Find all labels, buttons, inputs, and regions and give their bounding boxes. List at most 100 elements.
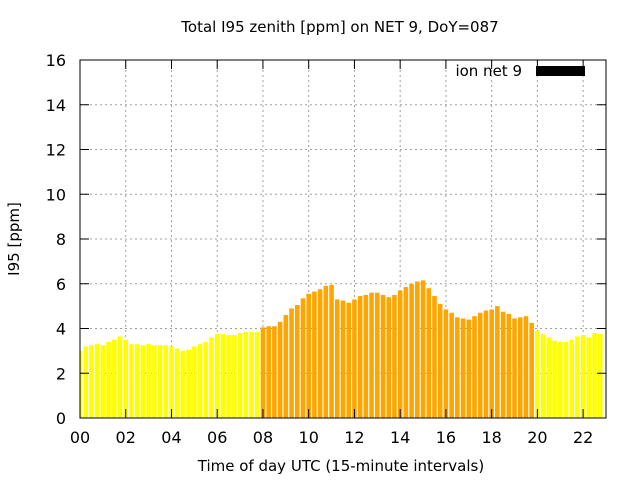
bar bbox=[312, 291, 317, 418]
bar bbox=[415, 281, 420, 418]
bar bbox=[426, 288, 432, 418]
bar bbox=[512, 318, 517, 418]
bar bbox=[106, 341, 111, 418]
bar bbox=[369, 292, 374, 418]
bar bbox=[392, 294, 397, 418]
y-tick-labels: 0 2 4 6 8 10 12 14 16 bbox=[46, 51, 66, 428]
bar bbox=[174, 348, 180, 418]
x-tick-label: 02 bbox=[116, 428, 136, 447]
bar bbox=[552, 340, 557, 418]
bar bbox=[226, 335, 231, 418]
bar bbox=[197, 344, 203, 418]
y-tick-label: 14 bbox=[46, 96, 66, 115]
bar bbox=[506, 313, 512, 418]
bar bbox=[220, 334, 226, 418]
bar bbox=[352, 299, 357, 418]
bar bbox=[437, 303, 443, 418]
bar bbox=[500, 311, 506, 418]
bar bbox=[243, 331, 249, 418]
bar bbox=[489, 309, 494, 418]
bar bbox=[134, 344, 140, 418]
bar bbox=[357, 296, 363, 418]
x-tick-label: 06 bbox=[207, 428, 227, 447]
bar bbox=[283, 315, 289, 418]
y-tick-label: 8 bbox=[56, 230, 66, 249]
bar bbox=[535, 330, 540, 418]
bar bbox=[575, 336, 580, 418]
x-tick-label: 12 bbox=[344, 428, 364, 447]
y-tick-label: 0 bbox=[56, 409, 66, 428]
bar bbox=[409, 283, 414, 418]
legend-swatch bbox=[536, 66, 585, 76]
x-tick-label: 08 bbox=[253, 428, 273, 447]
bar bbox=[203, 341, 209, 418]
bar bbox=[80, 350, 83, 418]
y-tick-label: 16 bbox=[46, 51, 66, 70]
bar bbox=[249, 331, 254, 418]
bar bbox=[157, 345, 163, 418]
x-tick-label: 18 bbox=[481, 428, 501, 447]
bar bbox=[449, 312, 454, 418]
y-tick-label: 4 bbox=[56, 320, 66, 339]
bar bbox=[529, 322, 534, 418]
bar bbox=[495, 306, 500, 418]
bar bbox=[89, 345, 94, 418]
bar bbox=[569, 339, 574, 418]
bar bbox=[112, 339, 117, 418]
bar bbox=[557, 341, 563, 418]
bar bbox=[460, 318, 466, 418]
bar bbox=[209, 337, 214, 418]
bar bbox=[192, 346, 197, 418]
bar bbox=[146, 344, 151, 418]
bar bbox=[334, 299, 340, 418]
bar bbox=[214, 334, 220, 418]
bar bbox=[586, 337, 592, 418]
bar bbox=[523, 316, 529, 418]
bar bbox=[597, 334, 603, 418]
bar bbox=[403, 287, 409, 418]
y-axis-label: I95 [ppm] bbox=[5, 202, 23, 276]
bar bbox=[340, 300, 346, 418]
bar bbox=[563, 341, 569, 418]
bar bbox=[300, 298, 306, 418]
bar bbox=[517, 317, 523, 418]
bar bbox=[483, 310, 489, 418]
bar bbox=[94, 344, 100, 418]
bar bbox=[397, 290, 403, 418]
bar bbox=[180, 350, 186, 418]
x-tick-label: 14 bbox=[390, 428, 410, 447]
bar bbox=[580, 335, 586, 418]
x-tick-label: 04 bbox=[161, 428, 181, 447]
bar bbox=[272, 326, 277, 418]
y-tick-label: 10 bbox=[46, 185, 66, 204]
bar bbox=[152, 345, 157, 418]
bar bbox=[163, 345, 169, 418]
bar bbox=[363, 294, 369, 418]
y-tick-label: 6 bbox=[56, 275, 66, 294]
bar bbox=[306, 293, 311, 418]
bar bbox=[100, 345, 106, 418]
bar bbox=[540, 334, 546, 418]
bar bbox=[375, 292, 380, 418]
bar bbox=[466, 319, 472, 418]
bar bbox=[432, 296, 437, 418]
legend-label: ion net 9 bbox=[455, 62, 522, 80]
bar bbox=[472, 316, 477, 418]
x-tick-labels: 00 02 04 06 08 10 12 14 16 18 20 22 bbox=[70, 428, 593, 447]
x-tick-label: 10 bbox=[299, 428, 319, 447]
x-tick-label: 22 bbox=[573, 428, 593, 447]
x-tick-label: 16 bbox=[436, 428, 456, 447]
x-tick-label: 20 bbox=[527, 428, 547, 447]
bar bbox=[386, 297, 392, 418]
x-axis-label: Time of day UTC (15-minute intervals) bbox=[197, 457, 484, 475]
bar bbox=[443, 309, 449, 418]
bars bbox=[80, 280, 603, 418]
bar bbox=[477, 312, 483, 418]
bar bbox=[140, 345, 146, 418]
bar bbox=[289, 308, 294, 418]
bar bbox=[129, 344, 134, 418]
bar bbox=[232, 335, 237, 418]
legend: ion net 9 bbox=[455, 62, 585, 80]
axis-ticks bbox=[79, 59, 606, 419]
